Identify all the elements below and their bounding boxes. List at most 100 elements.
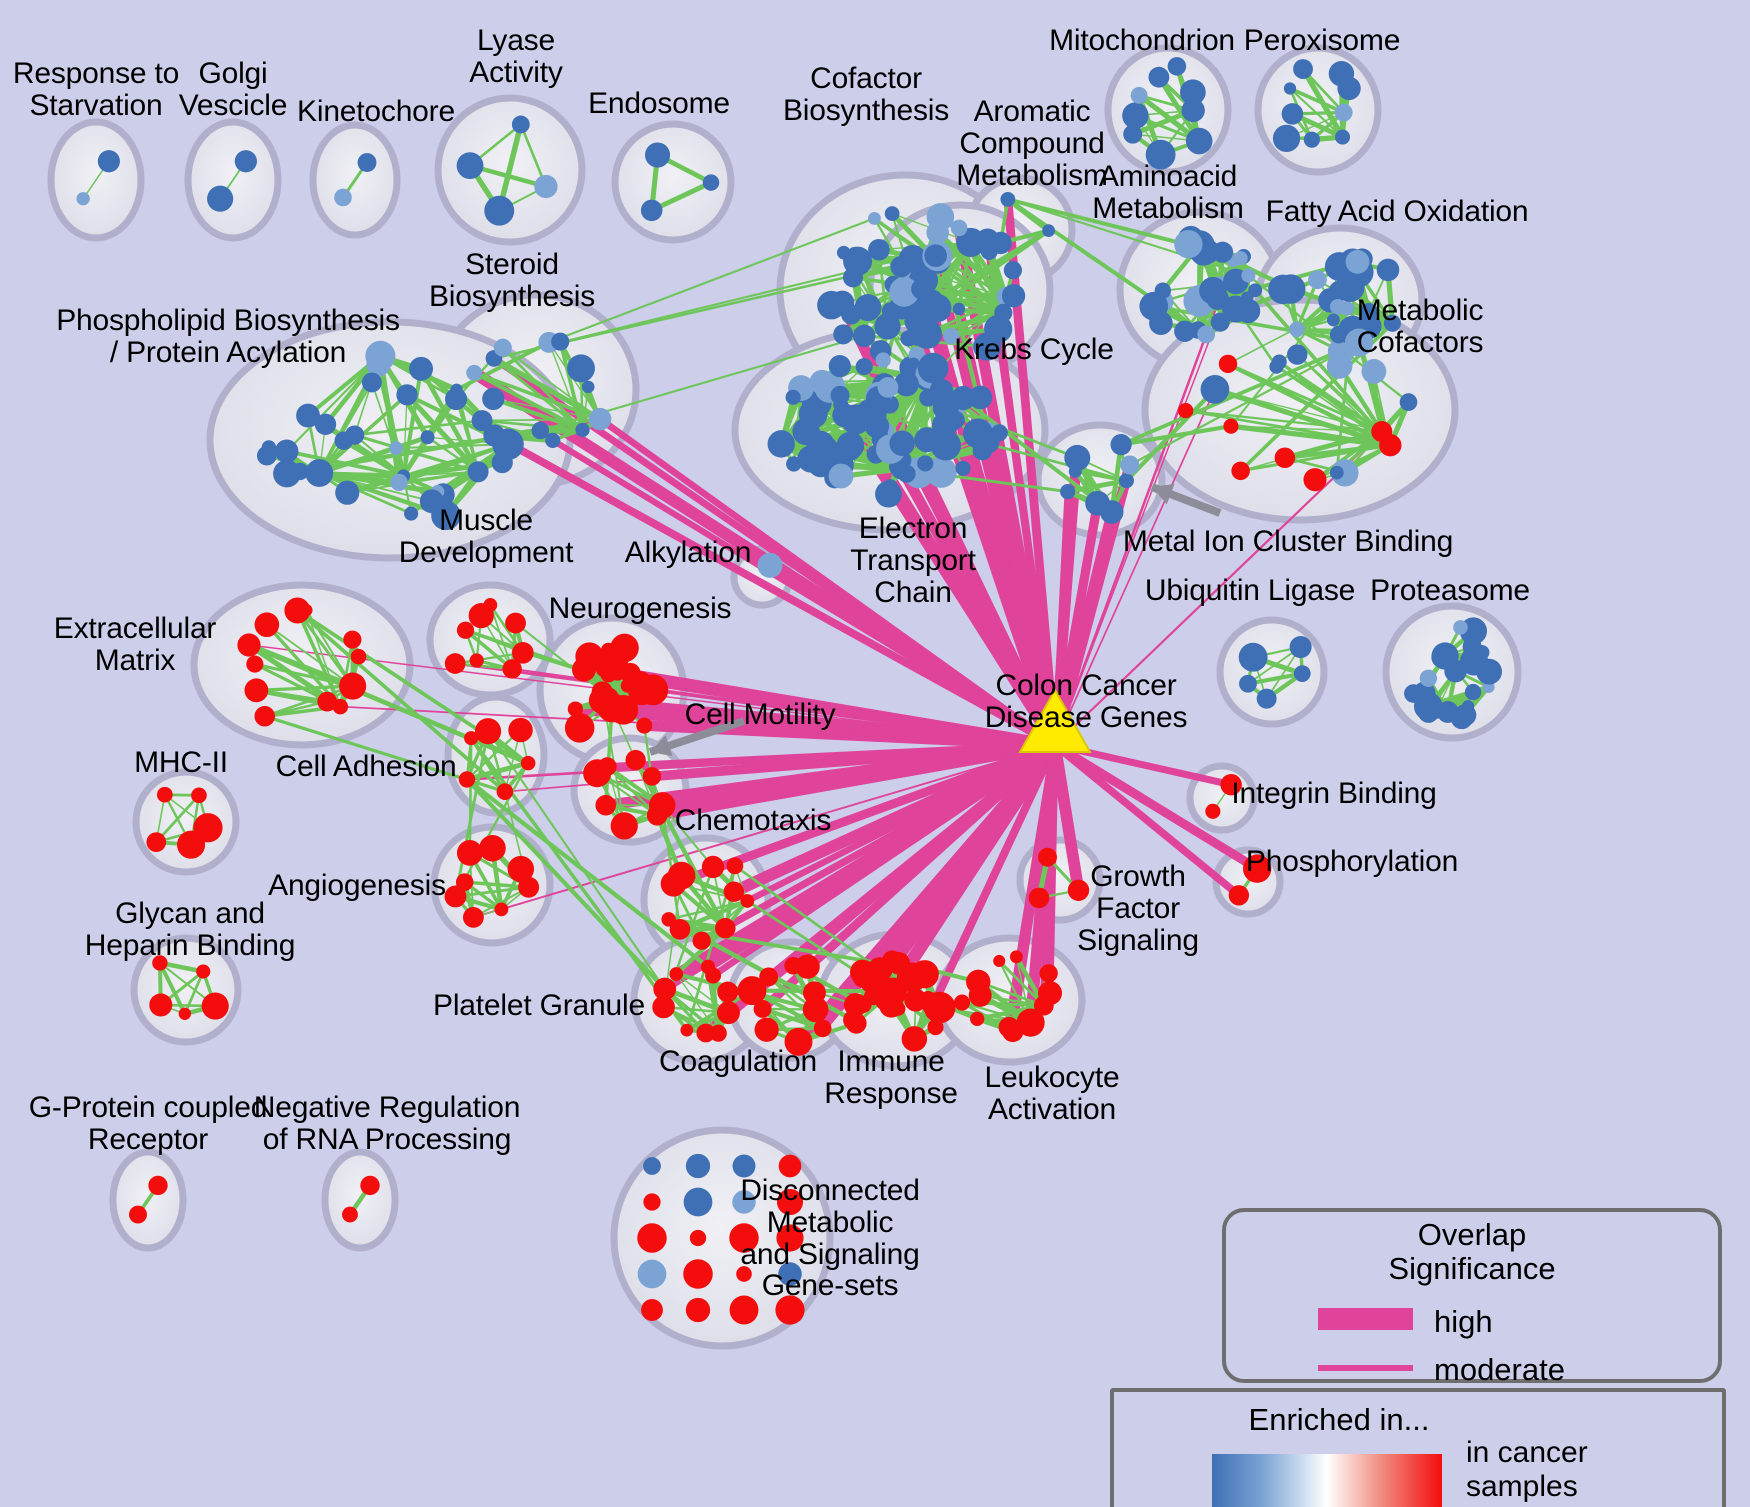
gene-set-node[interactable]	[973, 332, 1002, 361]
gene-set-node[interactable]	[729, 1223, 759, 1253]
gene-set-node[interactable]	[726, 857, 744, 875]
gene-set-node[interactable]	[853, 324, 876, 348]
gene-set-node[interactable]	[1329, 465, 1344, 480]
gene-set-node[interactable]	[254, 612, 280, 638]
gene-set-node[interactable]	[360, 1175, 380, 1196]
gene-set-node[interactable]	[505, 612, 526, 634]
gene-set-node[interactable]	[1242, 854, 1272, 883]
gene-set-node[interactable]	[875, 480, 902, 508]
gene-set-node[interactable]	[889, 430, 915, 456]
gene-set-node[interactable]	[207, 185, 234, 212]
gene-set-node[interactable]	[785, 389, 801, 405]
gene-set-node[interactable]	[456, 152, 484, 180]
gene-set-node[interactable]	[966, 969, 991, 995]
gene-set-node[interactable]	[754, 1017, 779, 1042]
gene-set-node[interactable]	[1210, 312, 1230, 332]
gene-set-node[interactable]	[300, 604, 313, 617]
gene-set-node[interactable]	[716, 1001, 740, 1025]
gene-set-node[interactable]	[857, 974, 870, 987]
gene-set-node[interactable]	[1399, 393, 1418, 411]
gene-set-node[interactable]	[890, 255, 912, 278]
gene-set-node[interactable]	[636, 717, 653, 734]
gene-set-node[interactable]	[889, 277, 919, 307]
gene-set-node[interactable]	[1038, 847, 1057, 867]
gene-set-node[interactable]	[809, 369, 835, 395]
gene-set-node[interactable]	[464, 731, 479, 746]
gene-set-node[interactable]	[637, 1223, 667, 1253]
gene-set-node[interactable]	[1274, 447, 1296, 469]
gene-set-node[interactable]	[925, 456, 957, 488]
gene-set-node[interactable]	[932, 394, 959, 421]
gene-set-node[interactable]	[1256, 688, 1277, 709]
gene-set-node[interactable]	[97, 150, 120, 173]
gene-set-node[interactable]	[1000, 191, 1016, 207]
gene-set-node[interactable]	[828, 463, 854, 489]
gene-set-node[interactable]	[952, 302, 966, 316]
gene-set-node[interactable]	[583, 642, 597, 656]
gene-set-node[interactable]	[993, 954, 1006, 967]
gene-set-node[interactable]	[1404, 684, 1423, 703]
gene-set-node[interactable]	[361, 372, 382, 393]
gene-set-node[interactable]	[1206, 287, 1229, 310]
gene-set-node[interactable]	[496, 783, 514, 800]
gene-set-node[interactable]	[1149, 311, 1173, 335]
gene-set-node[interactable]	[891, 1001, 906, 1016]
gene-set-node[interactable]	[705, 967, 722, 984]
gene-set-node[interactable]	[545, 432, 561, 448]
gene-set-node[interactable]	[176, 830, 206, 859]
gene-set-node[interactable]	[335, 480, 360, 505]
gene-set-node[interactable]	[1334, 103, 1353, 122]
gene-set-node[interactable]	[1218, 354, 1238, 374]
gene-set-node[interactable]	[646, 805, 668, 826]
gene-set-node[interactable]	[389, 441, 403, 455]
gene-set-node[interactable]	[1376, 258, 1400, 282]
gene-set-node[interactable]	[512, 642, 534, 664]
gene-set-node[interactable]	[817, 290, 846, 320]
gene-set-node[interactable]	[924, 244, 947, 267]
gene-set-node[interactable]	[1453, 620, 1468, 635]
gene-set-node[interactable]	[1303, 131, 1320, 148]
gene-set-node[interactable]	[968, 385, 993, 410]
gene-set-node[interactable]	[701, 855, 725, 879]
gene-set-node[interactable]	[1326, 353, 1353, 379]
gene-set-node[interactable]	[1337, 76, 1361, 101]
gene-set-node[interactable]	[692, 931, 711, 950]
gene-set-node[interactable]	[813, 1019, 832, 1038]
gene-set-node[interactable]	[625, 749, 646, 771]
gene-set-node[interactable]	[551, 332, 570, 351]
gene-set-node[interactable]	[508, 717, 533, 743]
gene-set-node[interactable]	[390, 473, 408, 492]
gene-set-node[interactable]	[502, 659, 522, 679]
gene-set-node[interactable]	[1283, 82, 1297, 95]
gene-set-node[interactable]	[767, 430, 795, 458]
gene-set-node[interactable]	[156, 786, 173, 803]
gene-set-node[interactable]	[930, 430, 961, 461]
gene-set-node[interactable]	[820, 445, 834, 458]
gene-set-node[interactable]	[1223, 418, 1239, 434]
gene-set-node[interactable]	[314, 413, 337, 435]
gene-set-node[interactable]	[1287, 344, 1308, 365]
gene-set-node[interactable]	[1371, 421, 1393, 443]
gene-set-node[interactable]	[753, 999, 772, 1018]
gene-set-node[interactable]	[254, 705, 276, 727]
gene-set-node[interactable]	[1001, 284, 1026, 308]
gene-set-node[interactable]	[343, 630, 362, 649]
gene-set-node[interactable]	[1064, 444, 1091, 471]
gene-set-node[interactable]	[954, 994, 971, 1011]
gene-set-node[interactable]	[775, 1295, 805, 1325]
gene-set-node[interactable]	[1110, 433, 1132, 456]
gene-set-node[interactable]	[456, 840, 483, 866]
gene-set-node[interactable]	[868, 212, 881, 225]
gene-set-node[interactable]	[1185, 127, 1213, 155]
gene-set-node[interactable]	[1028, 887, 1050, 909]
gene-set-node[interactable]	[534, 174, 558, 199]
gene-set-node[interactable]	[864, 413, 890, 439]
gene-set-node[interactable]	[483, 598, 498, 612]
gene-set-node[interactable]	[1177, 402, 1194, 419]
gene-set-node[interactable]	[685, 1297, 711, 1323]
gene-set-node[interactable]	[795, 954, 820, 979]
gene-set-node[interactable]	[1272, 124, 1301, 152]
gene-set-node[interactable]	[955, 460, 971, 476]
gene-set-node[interactable]	[1016, 1008, 1045, 1037]
gene-set-node[interactable]	[366, 352, 391, 377]
